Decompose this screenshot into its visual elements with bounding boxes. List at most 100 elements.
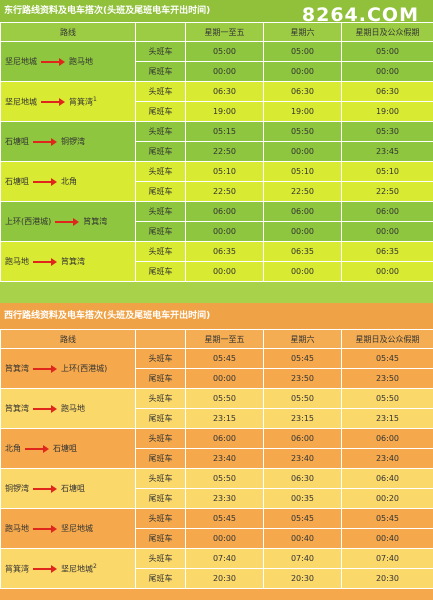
time-cell: 06:30 bbox=[185, 81, 264, 102]
arrow-right-icon bbox=[33, 257, 57, 266]
westbound-section: 西行路线资料及电车搭次(头班及尾班电车开出时间) 路线 星期一至五 星期六 星期日及公… bbox=[0, 303, 433, 600]
route-from: 坚尼地城 bbox=[5, 57, 37, 66]
table-row: 尾班车 22:50 00:00 23:45 bbox=[1, 141, 433, 162]
route-from: 铜锣湾 bbox=[5, 484, 29, 493]
time-cell: 05:50 bbox=[263, 121, 342, 142]
table-row: 尾班车 23:30 00:35 00:20 bbox=[1, 488, 433, 509]
route-to: 筲箕湾 bbox=[83, 217, 108, 226]
time-cell: 06:40 bbox=[341, 468, 433, 489]
header-cell: 星期日及公众假期 bbox=[341, 329, 433, 349]
time-cell: 06:35 bbox=[185, 241, 264, 262]
table-row: 尾班车 00:00 23:50 23:50 bbox=[1, 368, 433, 389]
time-cell: 22:50 bbox=[185, 141, 264, 162]
route-to: 石塘咀 bbox=[53, 444, 77, 453]
time-cell: 05:00 bbox=[263, 41, 342, 62]
route-cell: 筲箕湾 坚尼地城2 bbox=[0, 548, 136, 589]
time-cell: 19:00 bbox=[185, 101, 264, 122]
arrow-right-icon bbox=[25, 444, 49, 453]
footnote-marker: 1 bbox=[93, 95, 97, 103]
arrow-right-icon bbox=[33, 364, 57, 373]
trip-type-cell: 尾班车 bbox=[135, 568, 186, 589]
table-row: 坚尼地城 筲箕湾1 头班车 06:30 06:30 06:30 bbox=[0, 81, 433, 122]
arrow-right-icon bbox=[33, 524, 57, 533]
time-cell: 06:35 bbox=[263, 241, 342, 262]
time-cell: 05:45 bbox=[341, 508, 433, 529]
westbound-table: 路线 星期一至五 星期六 星期日及公众假期 筲箕湾 上环(西港城) 头班车 05:45 05:4… bbox=[0, 329, 433, 589]
header-cell: 星期一至五 bbox=[185, 329, 264, 349]
arrow-right-icon bbox=[33, 564, 57, 573]
route-to: 筲箕湾 bbox=[69, 97, 93, 107]
table-row: 尾班车 22:50 22:50 22:50 bbox=[1, 181, 433, 202]
trip-type-cell: 头班车 bbox=[135, 468, 186, 489]
header-cell: 路线 bbox=[0, 22, 136, 42]
route-cell: 铜锣湾 石塘咀 bbox=[0, 468, 136, 509]
route-to: 上环(西港城) bbox=[61, 364, 108, 373]
table-row: 尾班车 00:00 00:00 00:00 bbox=[1, 261, 433, 282]
arrow-right-icon bbox=[33, 404, 57, 413]
trip-type-cell: 尾班车 bbox=[135, 101, 186, 122]
time-cell: 00:00 bbox=[185, 261, 264, 282]
route-to: 铜锣湾 bbox=[61, 137, 85, 146]
time-cell: 23:45 bbox=[341, 141, 433, 162]
trip-type-cell: 尾班车 bbox=[135, 181, 186, 202]
table-row: 尾班车 23:40 23:40 23:40 bbox=[1, 448, 433, 469]
time-cell: 00:40 bbox=[263, 528, 342, 549]
header-cell: 星期一至五 bbox=[185, 22, 264, 42]
route-to: 石塘咀 bbox=[61, 484, 85, 493]
time-cell: 22:50 bbox=[263, 181, 342, 202]
route-cell: 筲箕湾 上环(西港城) bbox=[0, 348, 136, 389]
table-row: 石塘咀 北角 头班车 05:10 05:10 05:10 bbox=[0, 161, 433, 202]
time-cell: 05:45 bbox=[263, 348, 342, 369]
time-cell: 23:30 bbox=[185, 488, 264, 509]
time-cell: 06:00 bbox=[341, 201, 433, 222]
time-cell: 05:50 bbox=[185, 388, 264, 409]
route-from: 筲箕湾 bbox=[5, 364, 29, 373]
header-cell: 星期日及公众假期 bbox=[341, 22, 433, 42]
trip-type-cell: 尾班车 bbox=[135, 368, 186, 389]
time-cell: 07:40 bbox=[263, 548, 342, 569]
table-row: 跑马地 坚尼地城 头班车 05:45 05:45 05:45 bbox=[0, 508, 433, 549]
time-cell: 00:35 bbox=[263, 488, 342, 509]
westbound-title-text: 西行路线资料及电车搭次(头班及尾班电车开出时间) bbox=[4, 311, 211, 321]
arrow-right-icon bbox=[41, 57, 65, 66]
time-cell: 19:00 bbox=[263, 101, 342, 122]
time-cell: 23:50 bbox=[341, 368, 433, 389]
time-cell: 22:50 bbox=[341, 181, 433, 202]
trip-type-cell: 头班车 bbox=[135, 388, 186, 409]
table-row: 尾班车 23:15 23:15 23:15 bbox=[1, 408, 433, 429]
arrow-right-icon bbox=[33, 177, 57, 186]
route-cell: 石塘咀 北角 bbox=[0, 161, 136, 202]
time-cell: 00:00 bbox=[341, 61, 433, 82]
arrow-right-icon bbox=[33, 137, 57, 146]
time-cell: 23:15 bbox=[263, 408, 342, 429]
time-cell: 05:45 bbox=[263, 508, 342, 529]
time-cell: 23:15 bbox=[341, 408, 433, 429]
table-row: 北角 石塘咀 头班车 06:00 06:00 06:00 bbox=[0, 428, 433, 469]
route-cell: 坚尼地城 筲箕湾1 bbox=[0, 81, 136, 122]
time-cell: 23:40 bbox=[263, 448, 342, 469]
time-cell: 06:30 bbox=[263, 81, 342, 102]
route-to: 跑马地 bbox=[61, 404, 85, 413]
route-to: 坚尼地城 bbox=[61, 564, 93, 574]
time-cell: 06:00 bbox=[185, 201, 264, 222]
trip-type-cell: 头班车 bbox=[135, 201, 186, 222]
table-row: 坚尼地城 跑马地 头班车 05:00 05:00 05:00 bbox=[0, 41, 433, 82]
time-cell: 00:00 bbox=[263, 221, 342, 242]
trip-type-cell: 尾班车 bbox=[135, 448, 186, 469]
time-cell: 06:30 bbox=[263, 468, 342, 489]
table-row: 尾班车 00:00 00:00 00:00 bbox=[1, 61, 433, 82]
time-cell: 00:00 bbox=[341, 221, 433, 242]
header-cell: 星期六 bbox=[263, 22, 342, 42]
trip-type-cell: 头班车 bbox=[135, 508, 186, 529]
time-cell: 05:50 bbox=[263, 388, 342, 409]
time-cell: 00:00 bbox=[263, 261, 342, 282]
time-cell: 07:40 bbox=[185, 548, 264, 569]
route-from: 北角 bbox=[5, 444, 21, 453]
trip-type-cell: 尾班车 bbox=[135, 261, 186, 282]
time-cell: 06:30 bbox=[341, 81, 433, 102]
time-cell: 23:50 bbox=[263, 368, 342, 389]
time-cell: 06:00 bbox=[263, 428, 342, 449]
trip-type-cell: 头班车 bbox=[135, 81, 186, 102]
time-cell: 20:30 bbox=[263, 568, 342, 589]
header-cell bbox=[135, 329, 186, 349]
